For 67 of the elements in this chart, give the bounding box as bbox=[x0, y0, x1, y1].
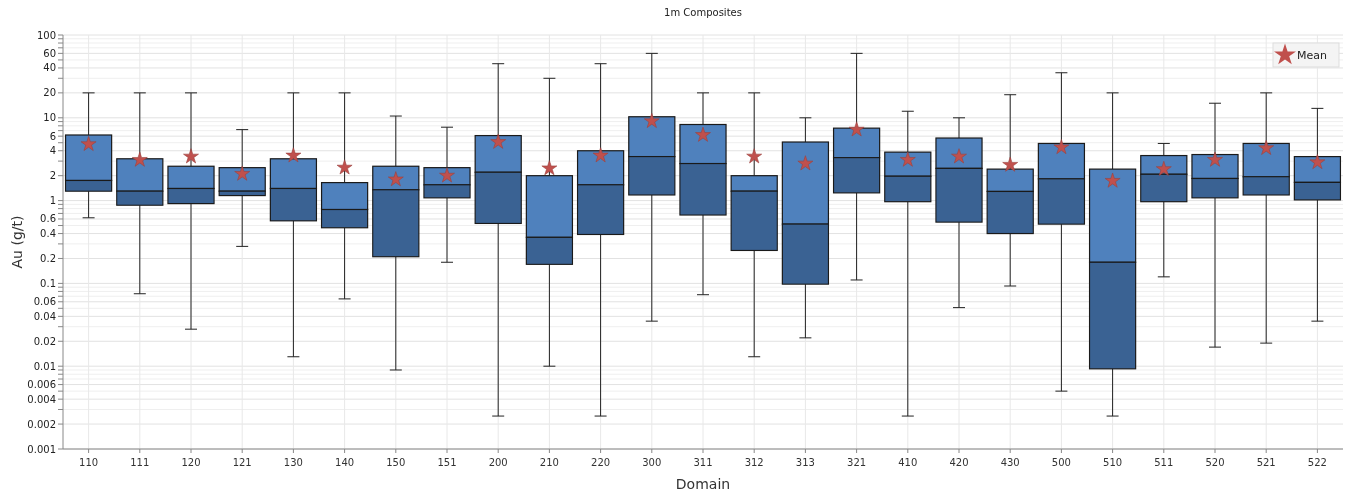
x-tick-label: 420 bbox=[949, 457, 969, 468]
point bbox=[695, 126, 711, 142]
x-tick-label: 500 bbox=[1051, 457, 1071, 468]
y-tick-label: 0.002 bbox=[27, 418, 56, 430]
point bbox=[1002, 156, 1019, 172]
x-tick-label: 313 bbox=[795, 457, 815, 468]
x-tick-label: 140 bbox=[335, 457, 355, 468]
y-tick-label: 0.04 bbox=[33, 310, 56, 322]
x-tick-label: 522 bbox=[1307, 457, 1327, 468]
x-tick-label: 210 bbox=[539, 457, 559, 468]
x-tick-label: 130 bbox=[283, 457, 303, 468]
x-tick-label: 312 bbox=[744, 457, 764, 468]
y-tick-label: 2 bbox=[49, 170, 56, 182]
x-tick-label: 511 bbox=[1154, 457, 1174, 468]
y-tick-label: 0.006 bbox=[27, 379, 56, 391]
y-tick-label: 60 bbox=[43, 47, 56, 59]
y-tick-label: 0.2 bbox=[40, 252, 56, 264]
point bbox=[1104, 172, 1121, 188]
y-tick-label: 0.4 bbox=[40, 228, 56, 240]
point bbox=[746, 148, 763, 164]
y-tick-label: 0.6 bbox=[40, 213, 56, 225]
point bbox=[183, 148, 199, 164]
y-tick-label: 0.004 bbox=[27, 393, 56, 405]
point bbox=[592, 147, 609, 163]
y-tick-label: 100 bbox=[36, 29, 56, 41]
y-tick-label: 0.02 bbox=[33, 335, 56, 347]
point bbox=[131, 151, 148, 167]
point bbox=[848, 121, 865, 137]
point bbox=[1053, 139, 1070, 155]
point bbox=[490, 133, 507, 149]
y-tick-label: 0.1 bbox=[40, 277, 56, 289]
y-tick-label: 40 bbox=[43, 62, 56, 74]
x-tick-label: 151 bbox=[437, 457, 457, 468]
x-tick-label: 220 bbox=[591, 457, 611, 468]
y-tick-label: 1 bbox=[49, 195, 56, 207]
x-tick-label: 311 bbox=[693, 457, 713, 468]
y-axis-title: Au (g/t) bbox=[9, 215, 25, 269]
x-tick-label: 120 bbox=[181, 457, 201, 468]
x-tick-label: 430 bbox=[1000, 457, 1020, 468]
x-tick-label: 410 bbox=[898, 457, 918, 468]
y-tick-label: 4 bbox=[49, 145, 56, 157]
point bbox=[643, 112, 660, 128]
x-tick-label: 150 bbox=[386, 457, 406, 468]
point bbox=[797, 155, 814, 171]
legend-label: Mean bbox=[1297, 48, 1327, 62]
x-tick-label: 510 bbox=[1103, 457, 1123, 468]
x-tick-label: 520 bbox=[1205, 457, 1225, 468]
x-tick-label: 110 bbox=[79, 457, 99, 468]
point bbox=[1258, 139, 1275, 155]
x-tick-label: 121 bbox=[232, 457, 252, 468]
y-tick-label: 0.06 bbox=[33, 296, 56, 308]
point bbox=[80, 136, 97, 151]
point bbox=[285, 147, 302, 163]
x-tick-label: 321 bbox=[847, 457, 867, 468]
x-tick-label: 300 bbox=[642, 457, 662, 468]
chart-title: 1m Composites bbox=[664, 7, 742, 18]
x-axis-title: Domain bbox=[675, 476, 731, 492]
y-tick-label: 20 bbox=[43, 87, 56, 99]
y-tick-label: 0.01 bbox=[33, 360, 56, 372]
point bbox=[336, 159, 353, 175]
x-tick-label: 521 bbox=[1256, 457, 1276, 468]
y-tick-label: 6 bbox=[49, 130, 56, 142]
y-tick-label: 10 bbox=[43, 112, 56, 124]
x-tick-label: 200 bbox=[488, 457, 508, 468]
y-tick-label: 0.001 bbox=[27, 443, 56, 455]
point bbox=[541, 160, 558, 176]
x-tick-label: 111 bbox=[130, 457, 150, 468]
